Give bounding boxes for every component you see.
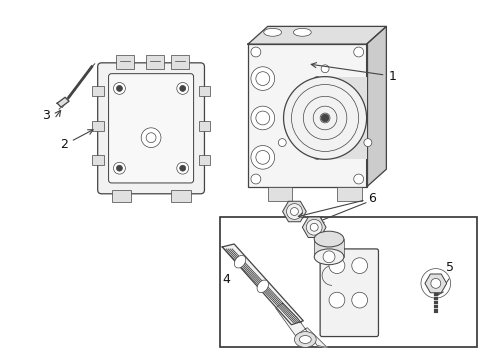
Circle shape: [250, 47, 260, 57]
Circle shape: [351, 292, 367, 308]
Bar: [111, 190, 131, 202]
Circle shape: [430, 278, 440, 288]
Ellipse shape: [294, 332, 316, 347]
Ellipse shape: [234, 256, 245, 268]
Bar: [267, 187, 292, 201]
FancyBboxPatch shape: [320, 249, 378, 337]
Text: 6: 6: [298, 192, 376, 218]
Circle shape: [353, 47, 363, 57]
Circle shape: [141, 128, 161, 148]
Circle shape: [180, 85, 185, 91]
Circle shape: [250, 145, 274, 169]
Circle shape: [351, 258, 367, 274]
Circle shape: [305, 219, 322, 235]
Bar: [317, 77, 366, 159]
Bar: [146, 55, 163, 69]
Ellipse shape: [293, 28, 310, 36]
Bar: [92, 156, 103, 165]
Circle shape: [286, 204, 302, 219]
Text: 1: 1: [311, 63, 395, 82]
FancyBboxPatch shape: [108, 74, 193, 183]
Polygon shape: [57, 97, 69, 107]
Ellipse shape: [257, 280, 268, 293]
Circle shape: [255, 72, 269, 85]
Text: 5: 5: [445, 261, 453, 274]
Bar: [116, 55, 134, 69]
Bar: [170, 190, 190, 202]
Circle shape: [116, 85, 122, 91]
Circle shape: [146, 133, 156, 143]
Circle shape: [177, 82, 188, 94]
Circle shape: [278, 139, 285, 147]
Text: 2: 2: [60, 130, 93, 152]
Bar: [92, 86, 103, 96]
Polygon shape: [366, 26, 386, 187]
Circle shape: [290, 208, 298, 215]
Circle shape: [309, 223, 318, 231]
Bar: [170, 55, 188, 69]
Circle shape: [250, 106, 274, 130]
Circle shape: [116, 165, 122, 171]
Circle shape: [328, 292, 344, 308]
Ellipse shape: [263, 28, 281, 36]
Bar: [336, 187, 361, 201]
Bar: [92, 121, 103, 131]
Circle shape: [283, 77, 366, 159]
FancyBboxPatch shape: [98, 63, 204, 194]
Bar: [314, 239, 343, 257]
Ellipse shape: [304, 77, 329, 159]
Polygon shape: [275, 303, 326, 347]
Text: 3: 3: [42, 109, 50, 122]
Polygon shape: [247, 26, 386, 44]
Circle shape: [255, 150, 269, 164]
Circle shape: [321, 65, 328, 73]
Bar: [198, 156, 210, 165]
Bar: [247, 44, 366, 187]
Polygon shape: [222, 244, 303, 325]
Circle shape: [250, 67, 274, 90]
Circle shape: [255, 111, 269, 125]
Ellipse shape: [299, 336, 310, 343]
Circle shape: [113, 82, 125, 94]
Bar: [198, 86, 210, 96]
Circle shape: [323, 251, 334, 263]
Text: 4: 4: [222, 273, 230, 286]
Bar: [198, 121, 210, 131]
Ellipse shape: [314, 231, 343, 247]
Circle shape: [363, 139, 371, 147]
Circle shape: [177, 162, 188, 174]
Circle shape: [250, 174, 260, 184]
Circle shape: [328, 258, 344, 274]
Circle shape: [113, 162, 125, 174]
Circle shape: [180, 165, 185, 171]
Bar: [220, 217, 476, 347]
Circle shape: [321, 114, 328, 122]
Circle shape: [353, 174, 363, 184]
Ellipse shape: [314, 249, 343, 265]
